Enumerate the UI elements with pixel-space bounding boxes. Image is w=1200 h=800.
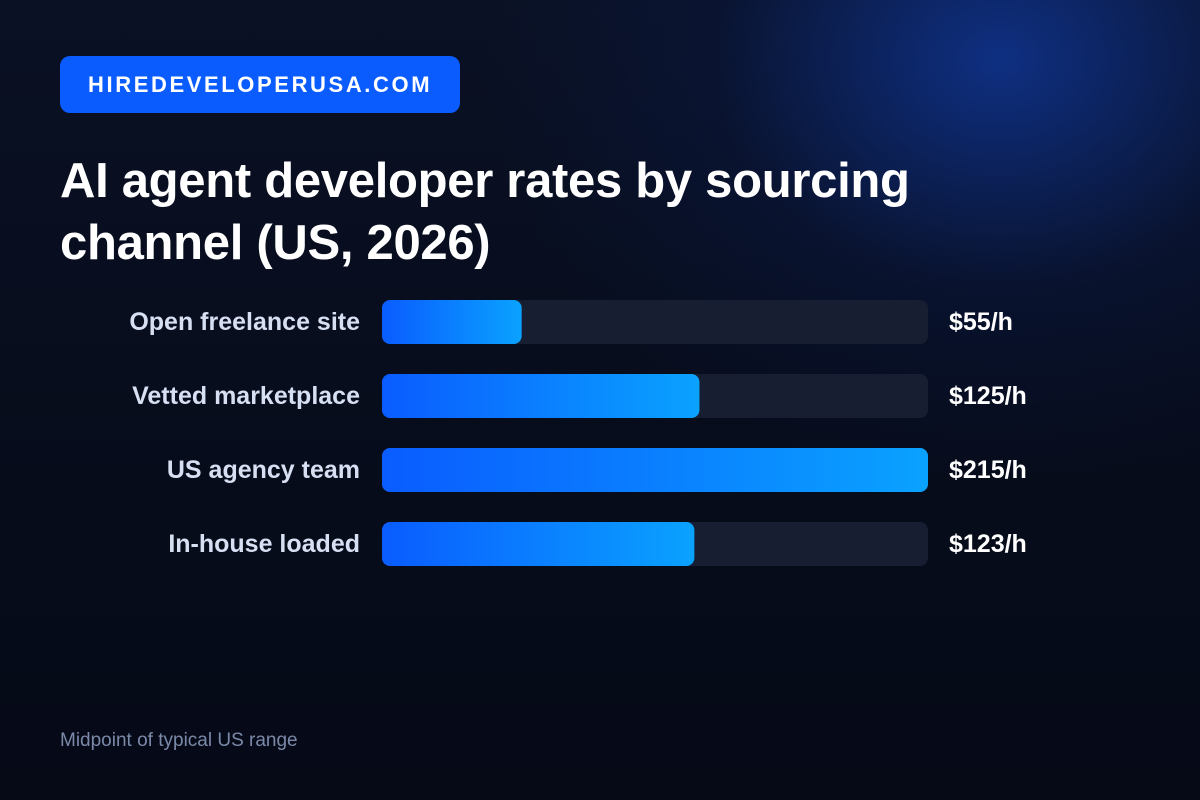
brand-badge: HIREDEVELOPERUSA.COM [60,56,461,113]
bar [382,522,695,566]
category-label: Vetted marketplace [132,382,360,410]
bar [382,448,928,492]
category-label: In-house loaded [168,530,360,558]
chart-title: AI agent developer rates by sourcing cha… [60,154,910,270]
footnote: Midpoint of typical US range [60,730,298,751]
bar [382,300,522,344]
value-label: $123/h [949,530,1027,558]
bars-group: Open freelance site $55/h Vetted marketpla… [129,300,1027,566]
value-label: $125/h [949,382,1027,410]
bar [382,374,700,418]
brand-label: HIREDEVELOPERUSA.COM [88,71,433,97]
category-label: Open freelance site [129,308,360,336]
value-label: $215/h [949,456,1027,484]
value-label: $55/h [949,308,1013,336]
category-label: US agency team [167,456,360,484]
